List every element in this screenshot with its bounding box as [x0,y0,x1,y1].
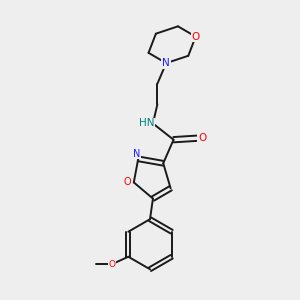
Text: O: O [198,133,206,143]
Text: O: O [191,32,200,42]
Text: HN: HN [139,118,154,128]
Text: O: O [109,260,116,268]
Text: N: N [162,58,170,68]
Text: N: N [133,148,140,158]
Text: O: O [124,177,131,188]
